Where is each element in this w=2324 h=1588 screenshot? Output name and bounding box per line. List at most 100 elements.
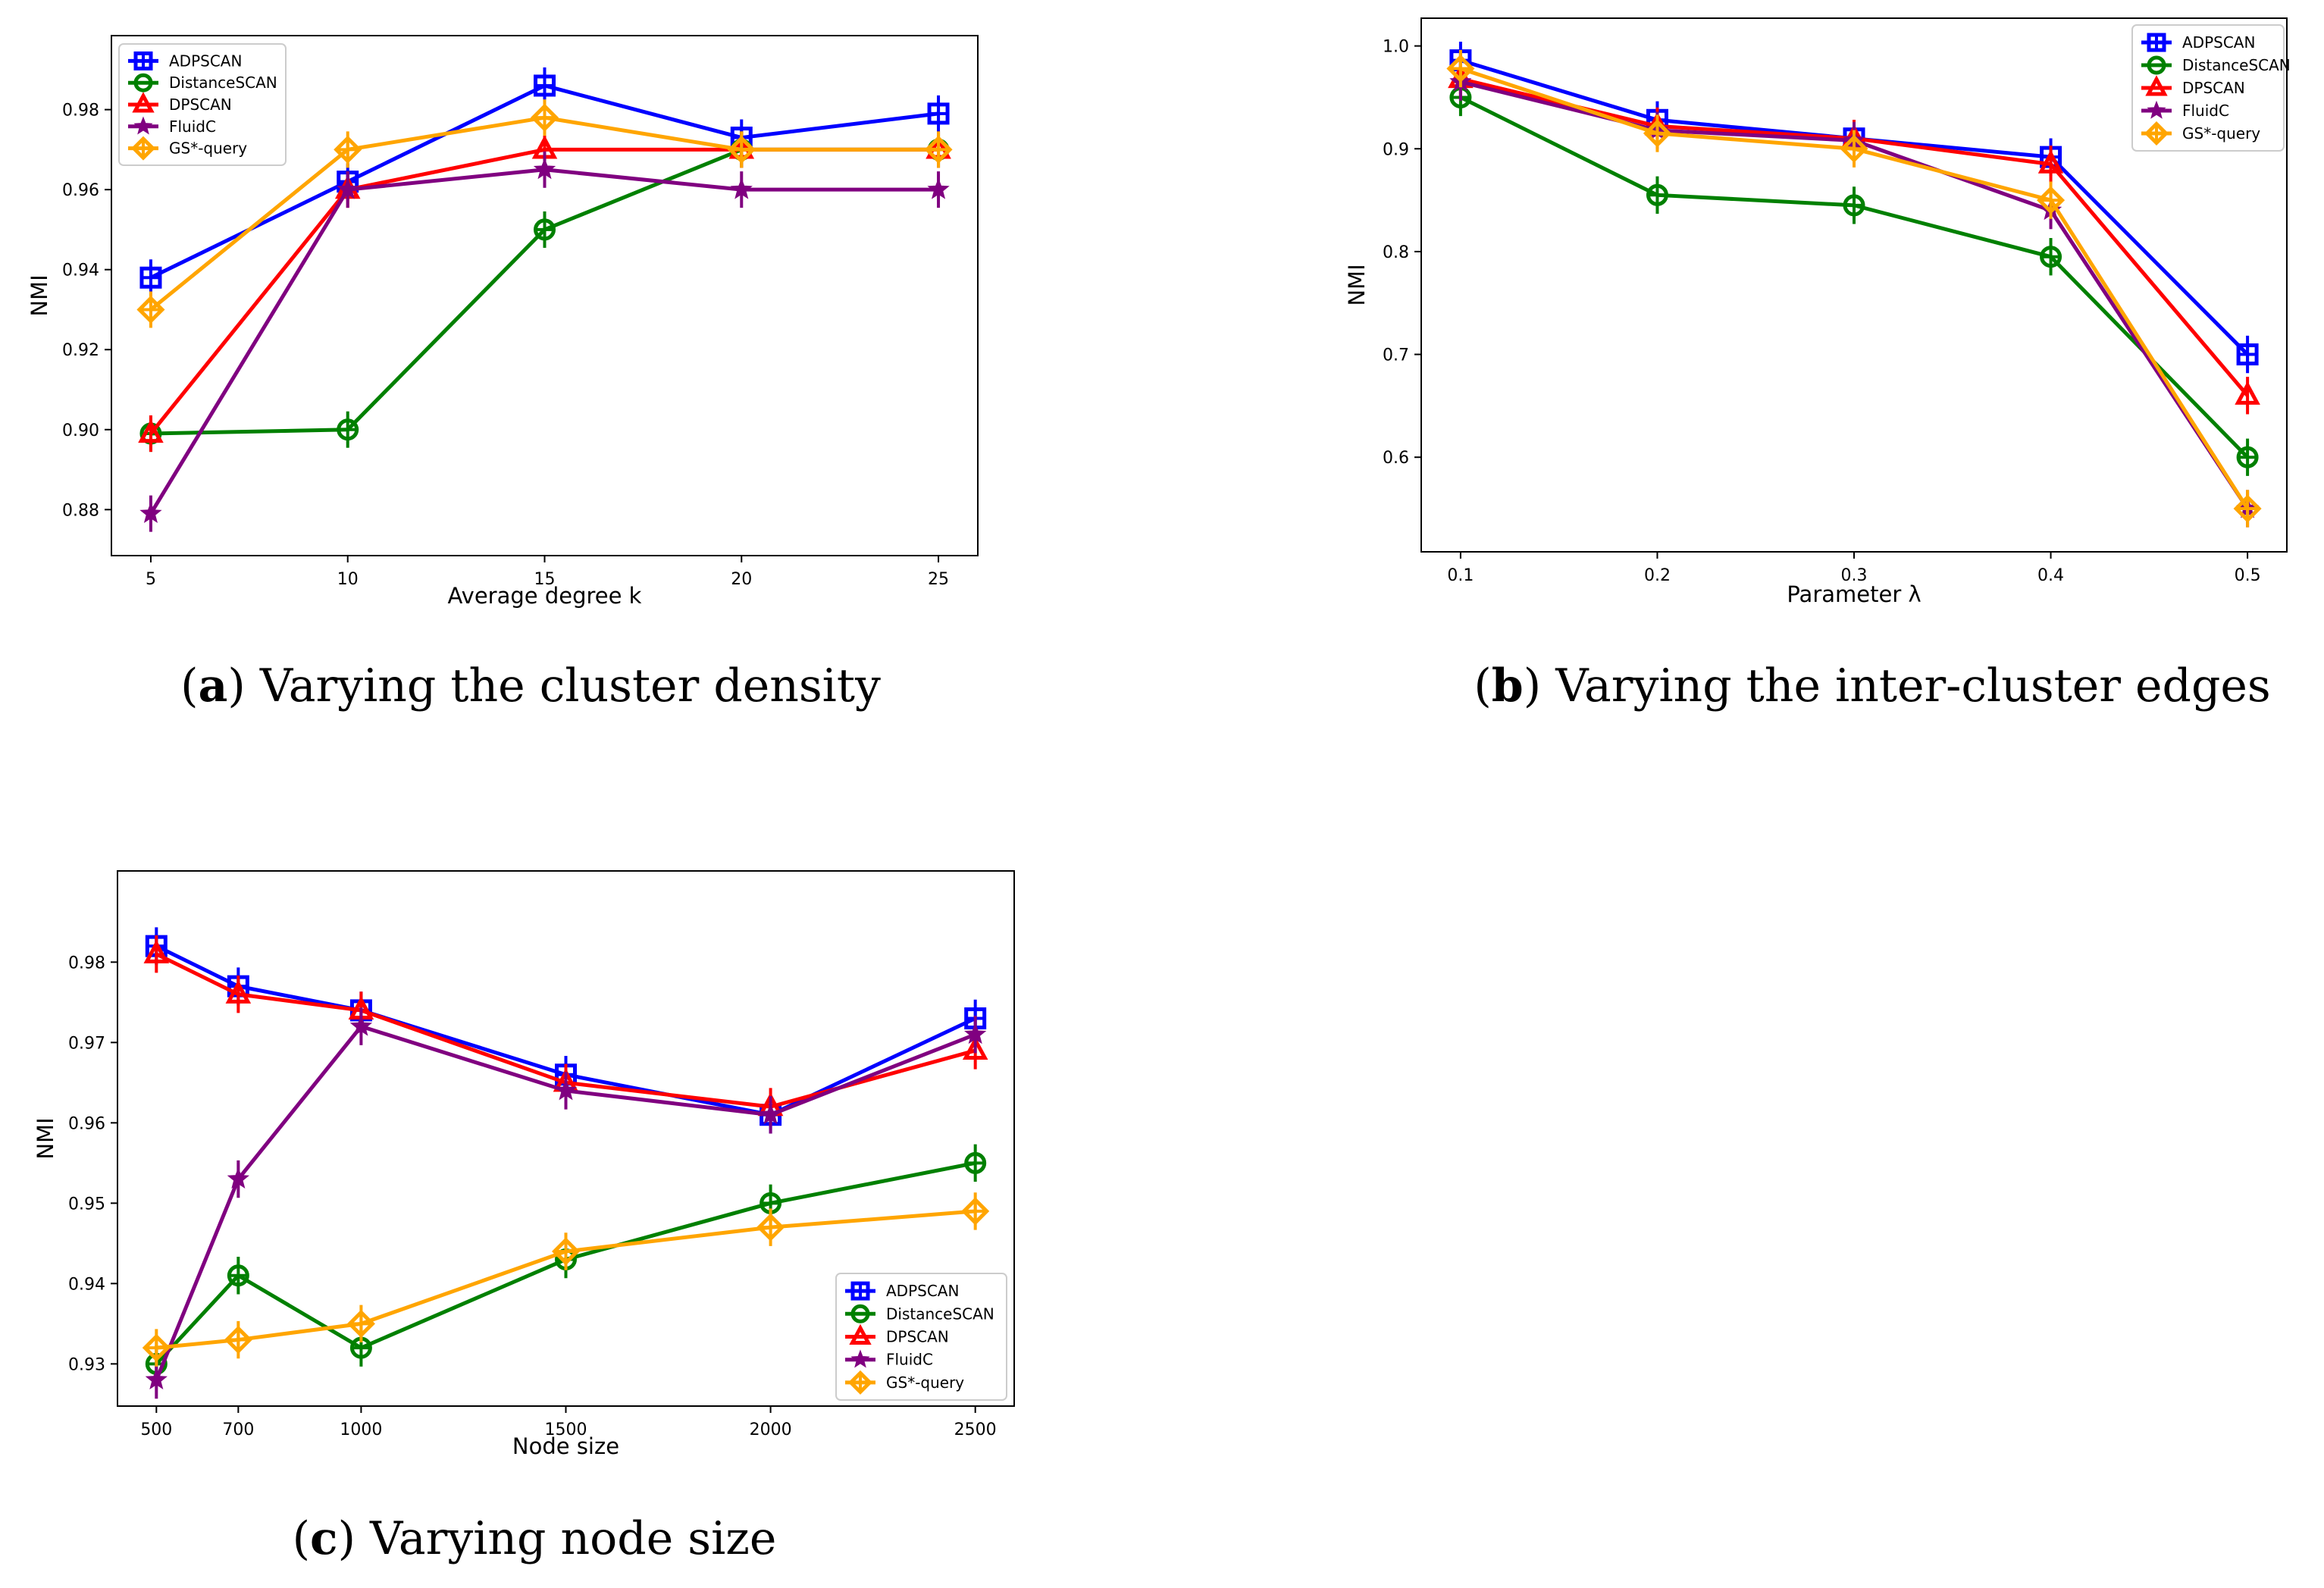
legend-entry: DPSCAN [886, 1328, 949, 1346]
data-point-fluidc [927, 177, 950, 199]
series-gs-query [142, 1192, 990, 1367]
data-point-fluidc [730, 177, 753, 199]
y-tick-label: 0.94 [62, 262, 99, 280]
x-tick-label: 25 [928, 570, 949, 589]
data-point-dpscan [225, 979, 252, 1004]
data-point-fluidc [227, 1167, 249, 1189]
x-tick-label: 0.4 [2037, 566, 2064, 585]
series-line-fluidc [155, 1024, 976, 1381]
legend-marker-dpscan [2145, 75, 2168, 96]
y-tick-label: 0.7 [1383, 346, 1409, 365]
legend-entry: ADPSCAN [886, 1282, 959, 1300]
x-tick-label: 0.3 [1841, 566, 1868, 585]
legend: ADPSCAN DistanceSCAN DPSCAN FluidC GS*-query [835, 1273, 1007, 1401]
legend: ADPSCAN DistanceSCAN DPSCAN FluidC GS*-query [2131, 24, 2291, 152]
legend-box [2131, 24, 2285, 152]
legend-entry: GS*-query [2182, 124, 2260, 143]
data-point-fluidc [337, 177, 359, 199]
y-tick-label: 0.96 [62, 181, 99, 200]
legend-marker-fluidc [2147, 100, 2166, 119]
legend-marker-dpscan [132, 92, 155, 113]
data-point-fluidc [759, 1103, 782, 1125]
x-axis-label: Parameter λ [1787, 581, 1921, 607]
legend-box [835, 1273, 1007, 1401]
x-tick-label: 500 [140, 1420, 172, 1439]
y-tick-label: 0.93 [68, 1355, 105, 1374]
y-tick-label: 0.98 [68, 954, 105, 973]
series-line-dpscan [155, 952, 976, 1109]
legend-entry: DistanceSCAN [169, 74, 277, 92]
data-point-dpscan [962, 1035, 988, 1060]
series-line-distancescan [150, 147, 939, 436]
series-gs-query [136, 99, 953, 328]
x-tick-label: 0.2 [1644, 566, 1671, 585]
legend-entry: FluidC [886, 1351, 933, 1369]
x-tick-label: 1500 [545, 1420, 587, 1439]
legend-entry: DPSCAN [169, 96, 232, 114]
data-point-dpscan [2037, 149, 2064, 174]
x-tick-label: 700 [222, 1420, 254, 1439]
chart-a: 0.88 0.90 0.92 0.94 0.96 0.98 5 10 15 20 25 Average… [27, 35, 979, 713]
caption: (c) Varying node size [293, 1512, 777, 1565]
y-tick-label: 0.90 [62, 421, 99, 440]
legend-entry: ADPSCAN [2182, 33, 2255, 52]
series-distancescan [1449, 78, 2259, 476]
series-line-gs-query [156, 1209, 976, 1350]
data-point-dpscan [143, 939, 170, 963]
series-gs-query [1446, 49, 2262, 528]
y-tick-label: 0.97 [68, 1034, 105, 1053]
y-tick-label: 0.8 [1383, 243, 1409, 262]
legend-entry: GS*-query [169, 139, 247, 158]
legend-entry: FluidC [2182, 102, 2229, 120]
legend-entry: FluidC [169, 117, 216, 136]
legend-entry: DistanceSCAN [886, 1305, 994, 1323]
y-tick-label: 0.98 [62, 102, 99, 121]
y-axis-label: NMI [27, 274, 52, 316]
data-point-dpscan [138, 418, 164, 443]
data-point-fluidc [533, 158, 556, 180]
chart-c: 0.93 0.94 0.95 0.96 0.97 0.98 500 700 1000 1500 20… [33, 870, 1015, 1565]
x-tick-label: 2000 [750, 1420, 792, 1439]
y-tick-label: 0.6 [1383, 449, 1409, 468]
y-tick-label: 0.88 [62, 501, 99, 520]
x-tick-label: 20 [731, 570, 752, 589]
x-tick-label: 10 [337, 570, 359, 589]
y-tick-label: 0.95 [68, 1195, 105, 1214]
data-point-fluidc [349, 1014, 373, 1036]
x-axis-label: Average degree k [448, 583, 642, 609]
chart-b: 0.6 0.7 0.8 0.9 1.0 0.1 0.2 0.3 0.4 0.5 Parameter … [1344, 17, 2291, 713]
x-tick-label: 15 [534, 570, 556, 589]
x-axis-label: Node size [512, 1433, 619, 1459]
legend-entry: DPSCAN [2182, 79, 2245, 97]
legend-marker-dpscan [849, 1323, 872, 1345]
y-tick-label: 0.9 [1383, 140, 1409, 159]
y-tick-label: 0.92 [62, 341, 99, 360]
y-tick-label: 1.0 [1383, 38, 1409, 57]
y-axis-label: NMI [33, 1117, 58, 1159]
legend-entry: GS*-query [886, 1373, 964, 1392]
legend-entry: DistanceSCAN [2182, 56, 2291, 74]
legend-marker-fluidc [133, 116, 153, 135]
x-tick-label: 0.1 [1447, 566, 1474, 585]
legend-marker-fluidc [850, 1349, 870, 1368]
series-line-dpscan [149, 147, 939, 435]
x-tick-label: 2500 [954, 1420, 997, 1439]
legend-entry: ADPSCAN [169, 52, 242, 70]
caption: (b) Varying the inter-cluster edges [1474, 659, 2270, 713]
legend: ADPSCAN DistanceSCAN DPSCAN FluidC GS*-query [118, 43, 287, 166]
data-point-fluidc [964, 1023, 987, 1045]
y-axis-label: NMI [1344, 264, 1370, 305]
series-fluidc [139, 151, 950, 532]
data-point-fluidc [554, 1079, 578, 1101]
data-point-fluidc [139, 502, 162, 524]
data-point-dpscan [2235, 381, 2260, 405]
y-tick-label: 0.96 [68, 1114, 105, 1133]
data-point-fluidc [145, 1368, 168, 1389]
legend-box [118, 43, 287, 166]
y-tick-label: 0.94 [68, 1275, 105, 1294]
x-tick-label: 0.5 [2235, 566, 2261, 585]
series-line-distancescan [155, 1160, 976, 1366]
x-tick-label: 1000 [340, 1420, 382, 1439]
series-fluidc [145, 1007, 987, 1399]
